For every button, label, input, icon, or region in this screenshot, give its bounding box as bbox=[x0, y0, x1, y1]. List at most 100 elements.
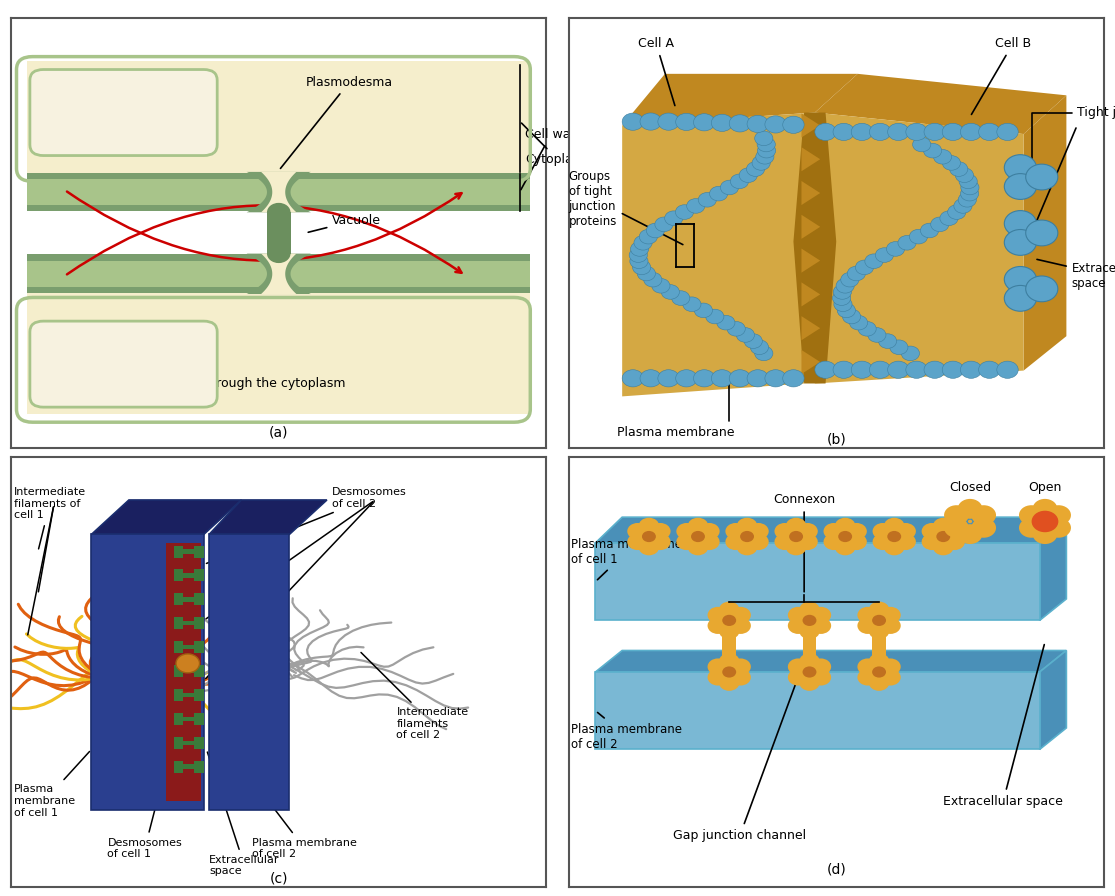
Circle shape bbox=[694, 370, 715, 387]
Polygon shape bbox=[1039, 650, 1066, 749]
Text: Cell wall: Cell wall bbox=[521, 127, 578, 190]
Circle shape bbox=[730, 669, 750, 685]
Text: Closed: Closed bbox=[949, 480, 991, 494]
Polygon shape bbox=[184, 645, 194, 650]
Circle shape bbox=[717, 315, 735, 330]
Circle shape bbox=[815, 124, 836, 141]
Circle shape bbox=[944, 518, 969, 538]
FancyBboxPatch shape bbox=[30, 321, 217, 407]
Circle shape bbox=[634, 236, 652, 250]
Circle shape bbox=[729, 115, 750, 132]
Circle shape bbox=[944, 505, 969, 525]
Circle shape bbox=[726, 523, 746, 539]
Polygon shape bbox=[261, 172, 297, 212]
Polygon shape bbox=[194, 617, 204, 629]
Polygon shape bbox=[174, 665, 184, 677]
Circle shape bbox=[799, 601, 820, 618]
Circle shape bbox=[783, 370, 804, 387]
Circle shape bbox=[688, 518, 708, 534]
Circle shape bbox=[765, 370, 786, 387]
Circle shape bbox=[638, 266, 656, 280]
Polygon shape bbox=[174, 546, 184, 557]
Circle shape bbox=[658, 113, 679, 130]
Circle shape bbox=[671, 291, 690, 306]
Circle shape bbox=[799, 675, 820, 691]
Circle shape bbox=[944, 533, 964, 550]
Text: Plasma
membrane
of cell 1: Plasma membrane of cell 1 bbox=[13, 752, 89, 818]
Circle shape bbox=[756, 150, 774, 164]
Polygon shape bbox=[246, 172, 311, 212]
Circle shape bbox=[699, 533, 719, 550]
Text: Gap junction channel: Gap junction channel bbox=[673, 649, 808, 842]
Polygon shape bbox=[184, 764, 194, 769]
Circle shape bbox=[880, 669, 901, 685]
Circle shape bbox=[833, 285, 852, 299]
Circle shape bbox=[869, 623, 890, 639]
Circle shape bbox=[665, 211, 682, 226]
Polygon shape bbox=[27, 173, 531, 211]
Circle shape bbox=[1005, 229, 1037, 255]
Polygon shape bbox=[184, 669, 194, 673]
Polygon shape bbox=[794, 113, 836, 383]
Circle shape bbox=[757, 143, 776, 158]
Polygon shape bbox=[184, 717, 194, 721]
Polygon shape bbox=[802, 350, 821, 374]
Circle shape bbox=[1005, 155, 1037, 180]
Polygon shape bbox=[1039, 517, 1066, 620]
Polygon shape bbox=[595, 672, 1039, 749]
Circle shape bbox=[846, 523, 866, 539]
Circle shape bbox=[1026, 164, 1058, 190]
Circle shape bbox=[737, 518, 757, 534]
Polygon shape bbox=[802, 215, 821, 239]
Polygon shape bbox=[815, 113, 1024, 383]
Circle shape bbox=[1019, 518, 1044, 538]
Circle shape bbox=[688, 538, 708, 556]
Polygon shape bbox=[174, 761, 184, 772]
Circle shape bbox=[719, 653, 739, 669]
Polygon shape bbox=[802, 316, 821, 340]
Polygon shape bbox=[91, 534, 204, 810]
Circle shape bbox=[958, 193, 977, 207]
Polygon shape bbox=[184, 741, 194, 745]
Circle shape bbox=[933, 150, 952, 164]
Circle shape bbox=[628, 523, 648, 539]
Circle shape bbox=[937, 531, 950, 542]
Circle shape bbox=[835, 518, 855, 534]
Circle shape bbox=[1032, 499, 1057, 519]
Circle shape bbox=[655, 217, 673, 232]
Circle shape bbox=[958, 499, 982, 519]
Text: (a): (a) bbox=[269, 426, 289, 440]
Circle shape bbox=[824, 533, 844, 550]
Polygon shape bbox=[174, 642, 184, 653]
Circle shape bbox=[933, 518, 953, 534]
Circle shape bbox=[956, 168, 973, 183]
Text: (b): (b) bbox=[826, 433, 846, 446]
Text: Plasmodesma: Plasmodesma bbox=[281, 76, 392, 168]
Circle shape bbox=[924, 361, 946, 378]
Polygon shape bbox=[802, 181, 821, 205]
Circle shape bbox=[723, 615, 736, 626]
Text: Plasma membrane
of cell 2: Plasma membrane of cell 2 bbox=[571, 712, 682, 751]
Circle shape bbox=[811, 659, 831, 675]
Text: Desmosomes
of cell 1: Desmosomes of cell 1 bbox=[107, 727, 182, 859]
Circle shape bbox=[631, 242, 649, 256]
Polygon shape bbox=[174, 713, 184, 725]
Circle shape bbox=[968, 520, 972, 523]
Circle shape bbox=[650, 533, 670, 550]
Text: (d): (d) bbox=[826, 863, 846, 877]
Polygon shape bbox=[27, 254, 531, 293]
Circle shape bbox=[880, 659, 901, 675]
Polygon shape bbox=[174, 737, 184, 749]
Circle shape bbox=[879, 334, 896, 349]
Circle shape bbox=[913, 137, 931, 151]
Circle shape bbox=[788, 607, 808, 624]
Circle shape bbox=[677, 533, 697, 550]
Circle shape bbox=[695, 303, 712, 318]
Circle shape bbox=[898, 236, 917, 250]
Circle shape bbox=[1046, 505, 1072, 525]
Circle shape bbox=[748, 523, 768, 539]
Text: Extracellular space: Extracellular space bbox=[943, 644, 1064, 807]
Circle shape bbox=[746, 162, 765, 177]
Circle shape bbox=[869, 653, 890, 669]
Polygon shape bbox=[174, 617, 184, 629]
